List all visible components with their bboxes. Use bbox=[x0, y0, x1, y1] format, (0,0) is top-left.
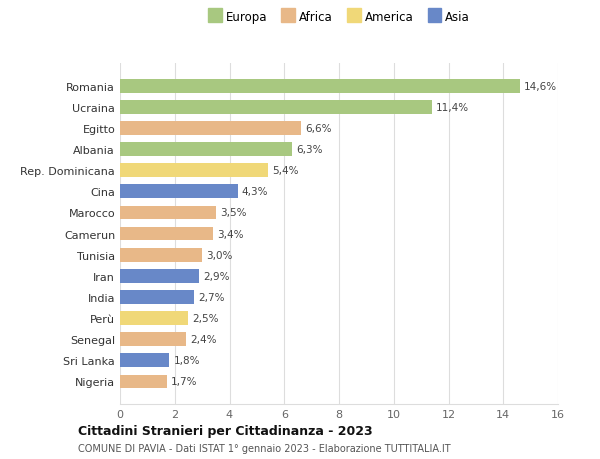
Bar bbox=[120, 101, 432, 114]
Text: 4,3%: 4,3% bbox=[242, 187, 268, 197]
Text: 1,7%: 1,7% bbox=[170, 377, 197, 386]
Bar bbox=[120, 206, 216, 220]
Bar bbox=[120, 185, 238, 199]
Text: 3,0%: 3,0% bbox=[206, 250, 233, 260]
Bar bbox=[120, 164, 268, 178]
Bar bbox=[120, 227, 213, 241]
Legend: Europa, Africa, America, Asia: Europa, Africa, America, Asia bbox=[206, 9, 472, 27]
Text: 2,9%: 2,9% bbox=[203, 271, 230, 281]
Text: 5,4%: 5,4% bbox=[272, 166, 298, 176]
Bar bbox=[120, 248, 202, 262]
Text: Cittadini Stranieri per Cittadinanza - 2023: Cittadini Stranieri per Cittadinanza - 2… bbox=[78, 424, 373, 437]
Bar bbox=[120, 269, 199, 283]
Bar bbox=[120, 291, 194, 304]
Text: 6,3%: 6,3% bbox=[296, 145, 323, 155]
Text: 11,4%: 11,4% bbox=[436, 103, 469, 112]
Bar bbox=[120, 375, 167, 388]
Bar bbox=[120, 122, 301, 135]
Text: 2,7%: 2,7% bbox=[198, 292, 224, 302]
Bar bbox=[120, 354, 169, 367]
Text: 6,6%: 6,6% bbox=[305, 124, 331, 134]
Text: 3,5%: 3,5% bbox=[220, 208, 247, 218]
Text: COMUNE DI PAVIA - Dati ISTAT 1° gennaio 2023 - Elaborazione TUTTITALIA.IT: COMUNE DI PAVIA - Dati ISTAT 1° gennaio … bbox=[78, 443, 451, 453]
Bar bbox=[120, 312, 188, 325]
Text: 3,4%: 3,4% bbox=[217, 229, 244, 239]
Text: 1,8%: 1,8% bbox=[173, 356, 200, 365]
Bar bbox=[120, 143, 292, 157]
Text: 2,4%: 2,4% bbox=[190, 335, 217, 344]
Bar bbox=[120, 333, 186, 347]
Bar bbox=[120, 80, 520, 93]
Text: 14,6%: 14,6% bbox=[524, 82, 557, 91]
Text: 2,5%: 2,5% bbox=[193, 313, 219, 324]
